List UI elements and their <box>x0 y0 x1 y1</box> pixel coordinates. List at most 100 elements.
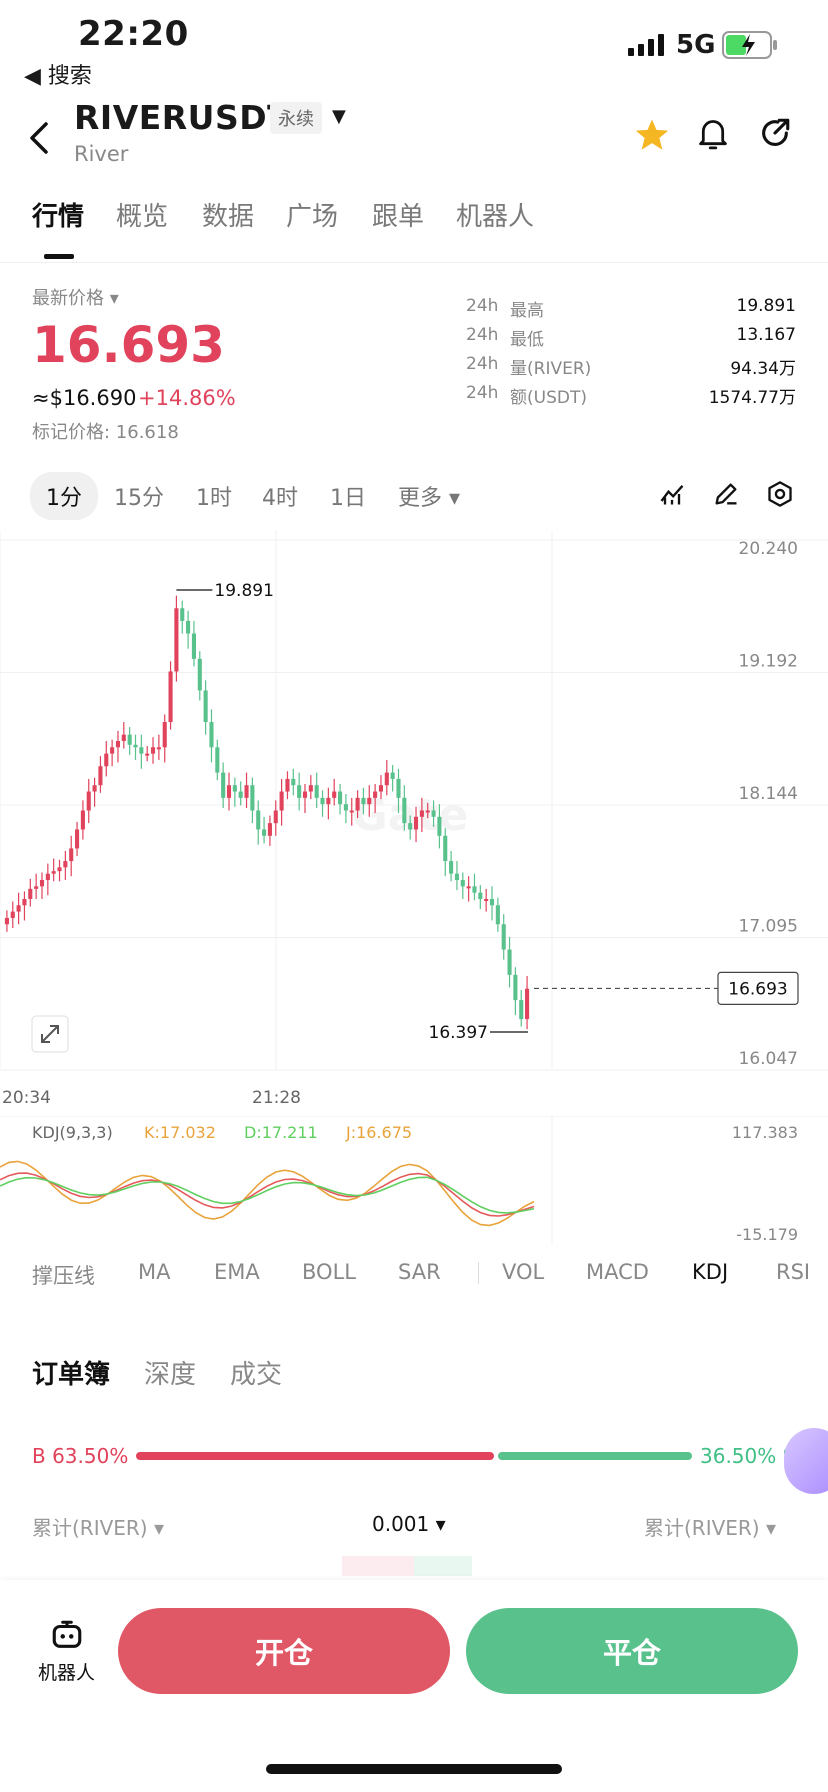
candle <box>273 800 278 836</box>
orderbook-tabs: 订单簿 深度 成交 <box>0 1354 828 1394</box>
candle-body <box>139 747 144 754</box>
back-icon[interactable] <box>28 120 52 156</box>
candle <box>308 775 313 800</box>
ind-vol[interactable]: VOL <box>502 1260 545 1284</box>
ind-kdj[interactable]: KDJ <box>692 1260 729 1284</box>
cumulative-right-select[interactable]: 累计(RIVER) ▾ <box>644 1516 777 1540</box>
candle <box>484 888 489 912</box>
candle <box>28 878 33 907</box>
candle <box>63 850 68 881</box>
candle-body <box>156 747 161 750</box>
candle-body <box>267 823 272 836</box>
pair-dropdown-icon[interactable]: ▼ <box>332 106 346 127</box>
x-tick-label: 21:28 <box>252 1088 301 1108</box>
ind-ema[interactable]: EMA <box>214 1260 260 1284</box>
open-position-button[interactable]: 开仓 <box>118 1608 450 1694</box>
candle <box>361 787 366 815</box>
close-position-button[interactable]: 平仓 <box>466 1608 798 1694</box>
candle <box>314 772 319 808</box>
bell-icon[interactable] <box>696 116 730 152</box>
candle-body <box>390 772 395 779</box>
robot-label[interactable]: 机器人 <box>38 1662 96 1684</box>
candle <box>384 759 389 796</box>
candle-body <box>197 658 202 691</box>
tab-trades[interactable]: 成交 <box>230 1360 283 1390</box>
candle-body <box>361 797 366 805</box>
tab-orderbook[interactable]: 订单簿 <box>32 1360 111 1390</box>
candle-body <box>495 905 500 925</box>
candle-body <box>98 766 103 786</box>
candle-body <box>28 888 33 899</box>
chart-settings-icon[interactable] <box>766 480 794 508</box>
floating-assistant-button[interactable] <box>784 1428 828 1494</box>
candle-body <box>343 804 348 811</box>
tf-1m[interactable]: 1分 <box>30 472 98 520</box>
candle-body <box>145 753 150 756</box>
candle-body <box>115 740 121 748</box>
ind-macd[interactable]: MACD <box>586 1260 649 1284</box>
tf-1h[interactable]: 1时 <box>196 486 232 511</box>
ind-sar[interactable]: SAR <box>398 1260 441 1284</box>
expand-chart-icon[interactable] <box>31 1015 69 1053</box>
tab-depth[interactable]: 深度 <box>144 1360 197 1390</box>
indicator-icon[interactable] <box>658 480 686 508</box>
favorite-star-icon[interactable] <box>634 118 670 152</box>
kdj-max-label: 117.383 <box>732 1123 798 1142</box>
candle <box>320 790 325 817</box>
battery-icon <box>722 31 777 59</box>
tab-robot[interactable]: 机器人 <box>456 202 535 232</box>
ind-rsi[interactable]: RSI <box>776 1260 811 1284</box>
tab-copy-trade[interactable]: 跟单 <box>372 202 425 232</box>
candle <box>513 967 518 1016</box>
pair-subtitle: River <box>74 142 129 166</box>
candle <box>466 876 471 902</box>
tf-1d[interactable]: 1日 <box>330 486 366 511</box>
cumulative-left-select[interactable]: 累计(RIVER) ▾ <box>32 1516 165 1540</box>
draw-pencil-icon[interactable] <box>712 480 740 508</box>
candle-body <box>203 690 208 723</box>
last-price-label[interactable]: 最新价格 ▾ <box>32 288 119 309</box>
back-to-app-link[interactable]: ◀ 搜索 <box>24 64 92 89</box>
candle <box>174 595 179 682</box>
ind-boll[interactable]: BOLL <box>302 1260 356 1284</box>
y-tick-label: 19.192 <box>739 652 798 672</box>
candle-body <box>519 1000 524 1020</box>
main-tabs: 行情 概览 数据 广场 跟单 机器人 <box>0 196 828 260</box>
tf-more[interactable]: 更多 ▾ <box>398 486 461 511</box>
candle-body <box>525 988 530 1020</box>
ind-ma[interactable]: MA <box>138 1260 171 1284</box>
candle-body <box>466 886 471 889</box>
candle-body <box>367 797 372 805</box>
candle-body <box>92 785 97 792</box>
candle <box>250 777 255 824</box>
tab-data[interactable]: 数据 <box>202 202 255 232</box>
candlestick-chart[interactable]: 20.24019.19218.14417.09516.047Gate19.891… <box>0 530 828 1080</box>
candle <box>437 804 442 849</box>
candle-body <box>478 892 483 899</box>
ind-support-resistance[interactable]: 撑压线 <box>32 1264 95 1288</box>
candle <box>168 661 173 730</box>
candle <box>297 772 302 811</box>
share-icon[interactable] <box>758 116 792 150</box>
candle <box>139 734 144 769</box>
precision-select[interactable]: 0.001 ▾ <box>372 1512 446 1536</box>
candle-body <box>209 722 214 748</box>
y-tick-label: 20.240 <box>739 539 798 559</box>
tab-square[interactable]: 广场 <box>286 202 339 232</box>
candle-body <box>168 671 173 723</box>
robot-icon[interactable] <box>50 1618 84 1652</box>
signal-icon <box>628 34 664 56</box>
candle <box>104 740 109 777</box>
tf-4h[interactable]: 4时 <box>262 486 298 511</box>
candle-body <box>472 886 477 893</box>
candle-body <box>314 785 319 798</box>
tab-market[interactable]: 行情 <box>32 202 85 232</box>
candle <box>489 886 495 921</box>
pair-title[interactable]: RIVERUSDT <box>74 98 291 137</box>
candle <box>472 873 477 901</box>
tab-overview[interactable]: 概览 <box>116 202 169 232</box>
tf-15m[interactable]: 15分 <box>114 486 164 511</box>
candle-body <box>80 810 85 830</box>
candle-body <box>338 791 343 805</box>
candle <box>256 800 261 845</box>
